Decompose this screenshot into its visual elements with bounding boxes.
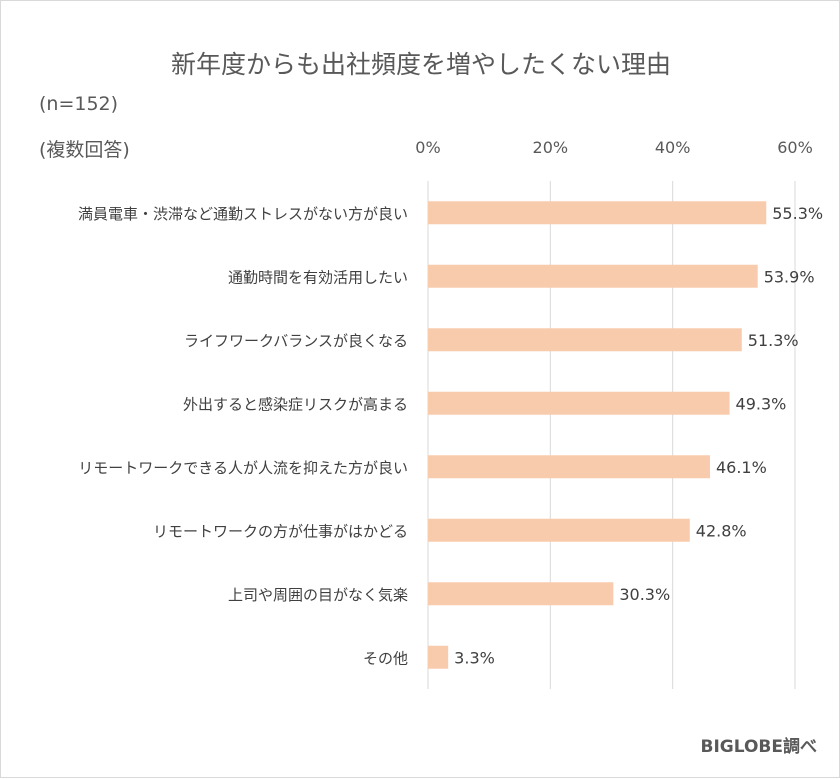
data-label: 42.8% [696, 521, 747, 540]
data-label: 51.3% [748, 331, 799, 350]
category-label: 通勤時間を有効活用したい [228, 268, 408, 286]
category-label: リモートワークできる人が人流を抑えた方が良い [78, 459, 408, 477]
data-label: 3.3% [454, 648, 495, 667]
bar [428, 328, 742, 352]
bar [428, 645, 449, 669]
data-label: 46.1% [716, 458, 767, 477]
sample-size-note: (n=152) [39, 93, 119, 115]
data-label: 55.3% [772, 204, 823, 223]
category-label: 満員電車・渋滞など通勤ストレスがない方が良い [78, 205, 408, 223]
multiple-answer-note: (複数回答) [39, 139, 130, 161]
bar [428, 391, 730, 415]
category-label: 外出すると感染症リスクが高まる [183, 395, 408, 413]
x-tick-label: 20% [533, 138, 569, 157]
x-tick-label: 0% [415, 138, 440, 157]
data-label: 30.3% [619, 585, 670, 604]
x-tick-label: 60% [777, 138, 813, 157]
bar [428, 582, 614, 606]
chart-title: 新年度からも出社頻度を増やしたくない理由 [170, 50, 671, 79]
data-label: 53.9% [764, 267, 815, 286]
bar [428, 264, 758, 288]
data-label: 49.3% [736, 394, 787, 413]
bar [428, 518, 690, 542]
source-credit: BIGLOBE調べ [700, 737, 818, 757]
category-label: ライフワークバランスが良くなる [184, 332, 408, 350]
bar [428, 201, 767, 225]
bar [428, 455, 710, 479]
category-label: 上司や周囲の目がなく気楽 [228, 586, 408, 604]
category-label: リモートワークの方が仕事がはかどる [153, 522, 408, 540]
category-label: その他 [363, 649, 408, 667]
x-tick-label: 40% [655, 138, 691, 157]
